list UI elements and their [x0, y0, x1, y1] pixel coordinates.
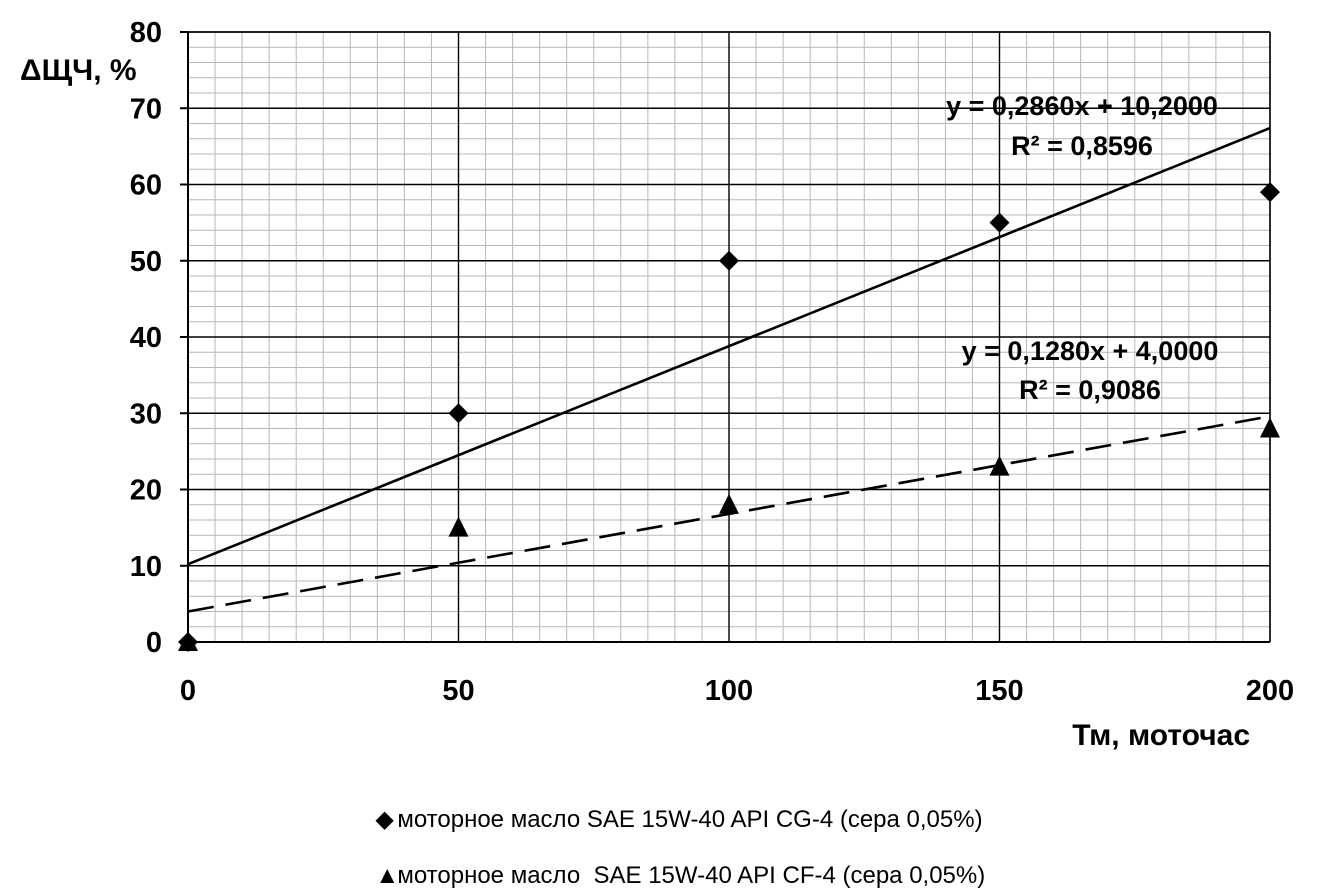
markers — [178, 182, 1280, 652]
y-tick-label: 50 — [130, 246, 162, 278]
trendline-r2-cf4: R² = 0,9086 — [1019, 375, 1161, 405]
data-point-cg4 — [719, 250, 739, 271]
y-tick-label: 70 — [130, 93, 162, 125]
triangle-icon: ▲ — [375, 862, 400, 889]
y-tick-label: 30 — [130, 398, 162, 430]
legend-entry-cg4: ◆ моторное масло SAE 15W-40 API CG-4 (сер… — [362, 777, 983, 834]
major-grid — [180, 31, 1271, 643]
y-tick-label: 80 — [130, 17, 162, 49]
y-tick-label: 10 — [130, 551, 162, 583]
y-tick-label: 40 — [130, 322, 162, 354]
y-axis-title: ΔЩЧ, % — [20, 54, 137, 87]
x-tick-label: 100 — [705, 675, 753, 707]
trendline-equation-cg4: y = 0,2860x + 10,2000 — [946, 91, 1218, 121]
trendline-equation-cf4: y = 0,1280x + 4,0000 — [962, 336, 1219, 366]
y-tick-label: 0 — [146, 627, 162, 659]
data-point-cg4 — [1260, 182, 1280, 203]
x-tick-label: 200 — [1246, 675, 1294, 707]
legend-label-cg4: моторное масло SAE 15W-40 API CG-4 (сера… — [397, 806, 983, 833]
trendlines — [187, 126, 1271, 613]
tick-labels: 0 10 20 30 40 50 60 70 80 0 50 100 150 200 — [130, 17, 1294, 707]
data-point-cf4 — [989, 455, 1010, 476]
legend-entry-cf4: ▲моторное масло SAE 15W-40 API CF-4 (сер… — [362, 834, 985, 890]
x-tick-label: 50 — [442, 675, 474, 707]
y-tick-label: 60 — [130, 170, 162, 202]
trendline-cg4 — [187, 126, 1271, 566]
diamond-icon: ◆ — [375, 806, 394, 833]
data-point-cf4 — [719, 493, 739, 514]
x-axis-title: Тм, моточас — [1072, 719, 1250, 752]
data-point-cf4 — [448, 516, 469, 537]
data-point-cg4 — [989, 212, 1010, 233]
data-point-cf4 — [1260, 417, 1280, 438]
data-point-cf4 — [178, 631, 198, 651]
trendline-cf4 — [187, 415, 1271, 613]
trendline-r2-cg4: R² = 0,8596 — [1011, 131, 1153, 161]
data-point-cg4 — [448, 403, 469, 424]
y-tick-label: 20 — [130, 475, 162, 507]
x-tick-label: 150 — [975, 675, 1023, 707]
x-tick-label: 0 — [180, 675, 196, 707]
legend-label-cf4: моторное масло SAE 15W-40 API CF-4 (сера… — [397, 862, 986, 889]
